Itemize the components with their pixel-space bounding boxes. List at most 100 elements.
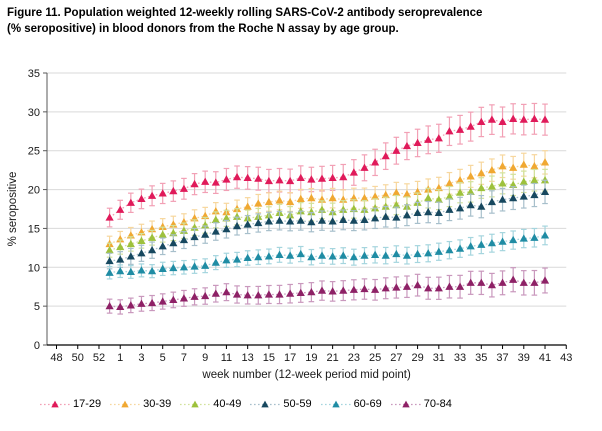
data-point bbox=[211, 178, 220, 186]
data-point bbox=[179, 184, 189, 192]
data-point bbox=[519, 192, 528, 200]
data-point bbox=[243, 220, 252, 228]
data-point bbox=[445, 179, 454, 187]
legend-marker-icon bbox=[180, 400, 211, 407]
data-point bbox=[169, 263, 178, 272]
data-point bbox=[509, 163, 518, 171]
data-point bbox=[519, 177, 528, 185]
legend-label: 70-84 bbox=[423, 398, 452, 410]
data-point bbox=[339, 251, 348, 259]
data-point bbox=[296, 216, 305, 224]
data-point bbox=[519, 160, 528, 168]
data-point bbox=[137, 236, 146, 244]
data-point bbox=[137, 249, 146, 257]
series-17-29 bbox=[105, 102, 550, 228]
data-point bbox=[317, 216, 327, 224]
data-point bbox=[413, 138, 422, 147]
data-point bbox=[477, 183, 486, 192]
figure-title: Figure 11. Population weighted 12-weekly… bbox=[7, 5, 595, 37]
data-point bbox=[158, 230, 167, 238]
data-point bbox=[402, 141, 412, 150]
data-point bbox=[126, 252, 135, 260]
data-point bbox=[116, 266, 125, 275]
data-point bbox=[232, 172, 242, 181]
data-point bbox=[487, 165, 497, 174]
x-tick-label: 27 bbox=[390, 352, 402, 364]
data-point bbox=[275, 196, 284, 204]
data-point bbox=[455, 204, 465, 212]
data-point bbox=[254, 174, 263, 182]
data-point bbox=[381, 212, 390, 220]
data-point bbox=[349, 252, 358, 261]
x-tick-label: 5 bbox=[160, 352, 166, 364]
data-point bbox=[381, 251, 390, 259]
data-point bbox=[477, 117, 486, 126]
legend-item-70-84: 70-84 bbox=[390, 398, 452, 410]
data-point bbox=[498, 195, 507, 203]
data-point bbox=[424, 135, 433, 143]
data-point bbox=[339, 172, 348, 181]
data-point bbox=[254, 291, 263, 299]
data-point bbox=[434, 247, 443, 255]
data-point bbox=[371, 192, 380, 200]
data-point bbox=[392, 200, 401, 209]
data-point bbox=[487, 238, 497, 247]
data-point bbox=[360, 205, 369, 213]
data-point bbox=[232, 221, 242, 230]
data-point bbox=[540, 276, 550, 284]
data-point bbox=[286, 197, 295, 206]
data-point bbox=[466, 278, 475, 286]
data-point bbox=[264, 197, 273, 206]
data-point bbox=[232, 255, 242, 263]
data-point bbox=[371, 285, 380, 293]
y-tick-label: 15 bbox=[28, 223, 40, 235]
data-point bbox=[339, 286, 348, 294]
data-point bbox=[392, 213, 401, 221]
data-point bbox=[211, 258, 220, 266]
data-point bbox=[487, 182, 497, 190]
data-point bbox=[530, 114, 539, 122]
data-point bbox=[211, 289, 220, 297]
data-point bbox=[455, 244, 465, 252]
data-point bbox=[349, 168, 358, 176]
data-point bbox=[498, 117, 507, 126]
data-point bbox=[254, 218, 263, 227]
data-point bbox=[530, 190, 539, 199]
legend-item-30-39: 30-39 bbox=[110, 398, 171, 410]
data-point bbox=[105, 213, 114, 221]
data-point bbox=[392, 283, 401, 291]
legend-marker-icon bbox=[40, 400, 70, 407]
series-30-39 bbox=[105, 150, 550, 253]
x-tick-label: 7 bbox=[181, 352, 187, 364]
data-point bbox=[360, 284, 369, 293]
data-point bbox=[211, 207, 220, 215]
data-point bbox=[360, 251, 369, 259]
x-tick-label: 37 bbox=[496, 352, 508, 364]
legend-item-40-49: 40-49 bbox=[180, 398, 241, 410]
data-point bbox=[296, 173, 305, 182]
data-point bbox=[105, 245, 114, 254]
data-point bbox=[137, 194, 146, 202]
data-point bbox=[349, 285, 358, 293]
data-point bbox=[434, 284, 443, 292]
data-point bbox=[392, 249, 401, 258]
data-point bbox=[498, 162, 507, 170]
data-point bbox=[116, 255, 125, 263]
data-point bbox=[498, 179, 507, 187]
data-point bbox=[530, 278, 539, 286]
figure-title-line2: (% seropositive) in blood donors from th… bbox=[7, 23, 399, 35]
figure-title-line1: Figure 11. Population weighted 12-weekly… bbox=[7, 7, 483, 19]
data-point bbox=[466, 187, 475, 196]
data-point bbox=[126, 198, 135, 206]
data-point bbox=[477, 169, 486, 177]
gridlines bbox=[47, 72, 567, 307]
data-point bbox=[254, 199, 263, 207]
data-point bbox=[371, 158, 380, 166]
x-tick-label: 31 bbox=[433, 352, 445, 364]
data-point bbox=[530, 162, 539, 170]
data-point bbox=[307, 175, 316, 183]
data-point bbox=[190, 232, 199, 241]
y-tick-label: 35 bbox=[28, 68, 40, 80]
